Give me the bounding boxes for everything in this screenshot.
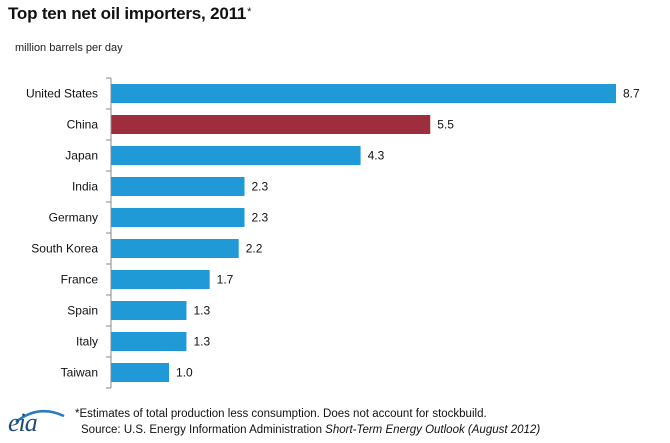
category-label-japan: Japan: [65, 149, 98, 163]
value-label-united-states: 8.7: [623, 87, 640, 101]
bar-india: [111, 177, 245, 196]
value-label-china: 5.5: [437, 118, 454, 132]
bar-south-korea: [111, 239, 239, 258]
bar-taiwan: [111, 363, 170, 382]
bar-japan: [111, 146, 361, 165]
value-label-italy: 1.3: [193, 335, 210, 349]
chart-title: Top ten net oil importers, 2011: [8, 4, 247, 23]
title-asterisk: *: [247, 6, 252, 18]
source-line: Source: U.S. Energy Information Administ…: [81, 424, 540, 436]
unit-label: million barrels per day: [15, 42, 123, 54]
value-label-spain: 1.3: [193, 304, 210, 318]
category-label-taiwan: Taiwan: [61, 366, 98, 380]
category-label-india: India: [72, 180, 98, 194]
bar-france: [111, 270, 210, 289]
bar-china: [111, 115, 431, 134]
value-label-france: 1.7: [217, 273, 234, 287]
category-label-germany: Germany: [49, 211, 98, 225]
value-label-south-korea: 2.2: [246, 242, 263, 256]
category-label-italy: Italy: [76, 335, 98, 349]
value-label-taiwan: 1.0: [176, 366, 193, 380]
value-label-india: 2.3: [252, 180, 269, 194]
value-label-germany: 2.3: [252, 211, 269, 225]
bar-united-states: [111, 84, 616, 103]
category-label-south-korea: South Korea: [31, 242, 98, 256]
bar-spain: [111, 301, 187, 320]
eia-logo: eia: [8, 408, 38, 437]
bar-italy: [111, 332, 187, 351]
source-publication: Short-Term Energy Outlook (August 2012): [325, 424, 541, 436]
category-label-united-states: United States: [26, 87, 98, 101]
chart-title-block: Top ten net oil importers, 2011*: [8, 4, 251, 24]
bar-germany: [111, 208, 245, 227]
category-label-france: France: [61, 273, 99, 287]
bar-chart: United States 8.7 China 5.5 Japan 4.3 India 2.3…: [26, 77, 640, 389]
footer: eia *Estimates of total production less …: [8, 402, 668, 442]
category-label-china: China: [67, 118, 99, 132]
value-label-japan: 4.3: [368, 149, 385, 163]
footnote: *Estimates of total production less cons…: [75, 408, 487, 420]
eia-logo-arc: [15, 409, 65, 423]
category-label-spain: Spain: [67, 304, 98, 318]
source-prefix: Source: U.S. Energy Information Administ…: [81, 424, 326, 436]
